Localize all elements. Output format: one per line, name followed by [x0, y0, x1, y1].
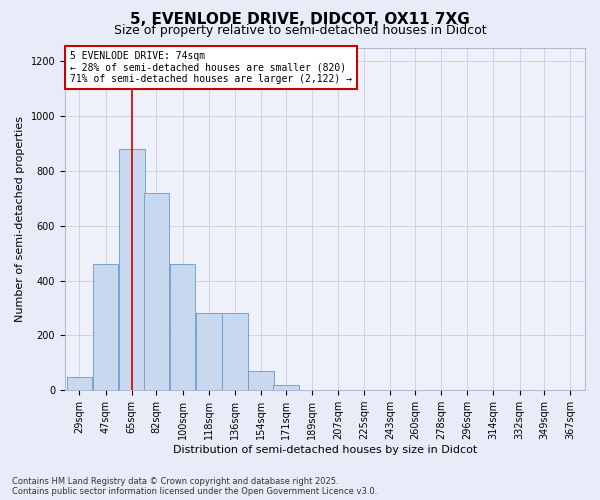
X-axis label: Distribution of semi-detached houses by size in Didcot: Distribution of semi-detached houses by … — [173, 445, 477, 455]
Bar — [93, 264, 118, 390]
Bar — [170, 264, 196, 390]
Bar — [119, 149, 145, 390]
Text: Size of property relative to semi-detached houses in Didcot: Size of property relative to semi-detach… — [113, 24, 487, 37]
Bar — [273, 384, 299, 390]
Y-axis label: Number of semi-detached properties: Number of semi-detached properties — [15, 116, 25, 322]
Bar — [248, 371, 274, 390]
Bar — [143, 193, 169, 390]
Text: 5 EVENLODE DRIVE: 74sqm
← 28% of semi-detached houses are smaller (820)
71% of s: 5 EVENLODE DRIVE: 74sqm ← 28% of semi-de… — [70, 51, 352, 84]
Bar — [196, 314, 221, 390]
Text: 5, EVENLODE DRIVE, DIDCOT, OX11 7XG: 5, EVENLODE DRIVE, DIDCOT, OX11 7XG — [130, 12, 470, 28]
Text: Contains HM Land Registry data © Crown copyright and database right 2025.
Contai: Contains HM Land Registry data © Crown c… — [12, 476, 377, 496]
Bar — [67, 376, 92, 390]
Bar — [222, 314, 248, 390]
